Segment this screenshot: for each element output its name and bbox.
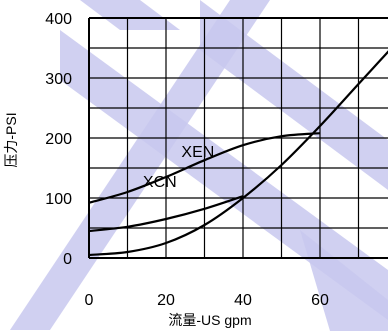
y-tick-label: 200: [45, 131, 72, 148]
grid-lines: [88, 17, 388, 259]
x-tick-label: 40: [234, 292, 252, 309]
y-tick-label: 300: [45, 71, 72, 88]
x-tick-label: 20: [157, 292, 175, 309]
x-tick-label: 0: [85, 292, 94, 309]
series-label-xen: XEN: [181, 144, 214, 161]
y-tick-label: 0: [63, 251, 72, 268]
y-tick-label: 400: [45, 11, 72, 28]
background-bands: [10, 0, 388, 331]
y-tick-labels: 0 100 200 300 400: [45, 11, 72, 268]
series-label-xcn: XCN: [143, 174, 177, 191]
y-tick-label: 100: [45, 191, 72, 208]
background-band: [300, 230, 388, 331]
series-line-xen: [88, 132, 321, 204]
background-band: [80, 0, 180, 30]
x-tick-label: 60: [311, 292, 329, 309]
series-line-unlabeled: [88, 50, 388, 257]
x-axis-label: 流量-US gpm: [168, 312, 251, 328]
curves: [88, 50, 388, 257]
y-axis-label: 压力-PSI: [3, 112, 19, 167]
series-line-xcn: [88, 195, 244, 233]
x-tick-labels: 020406080: [85, 292, 329, 309]
